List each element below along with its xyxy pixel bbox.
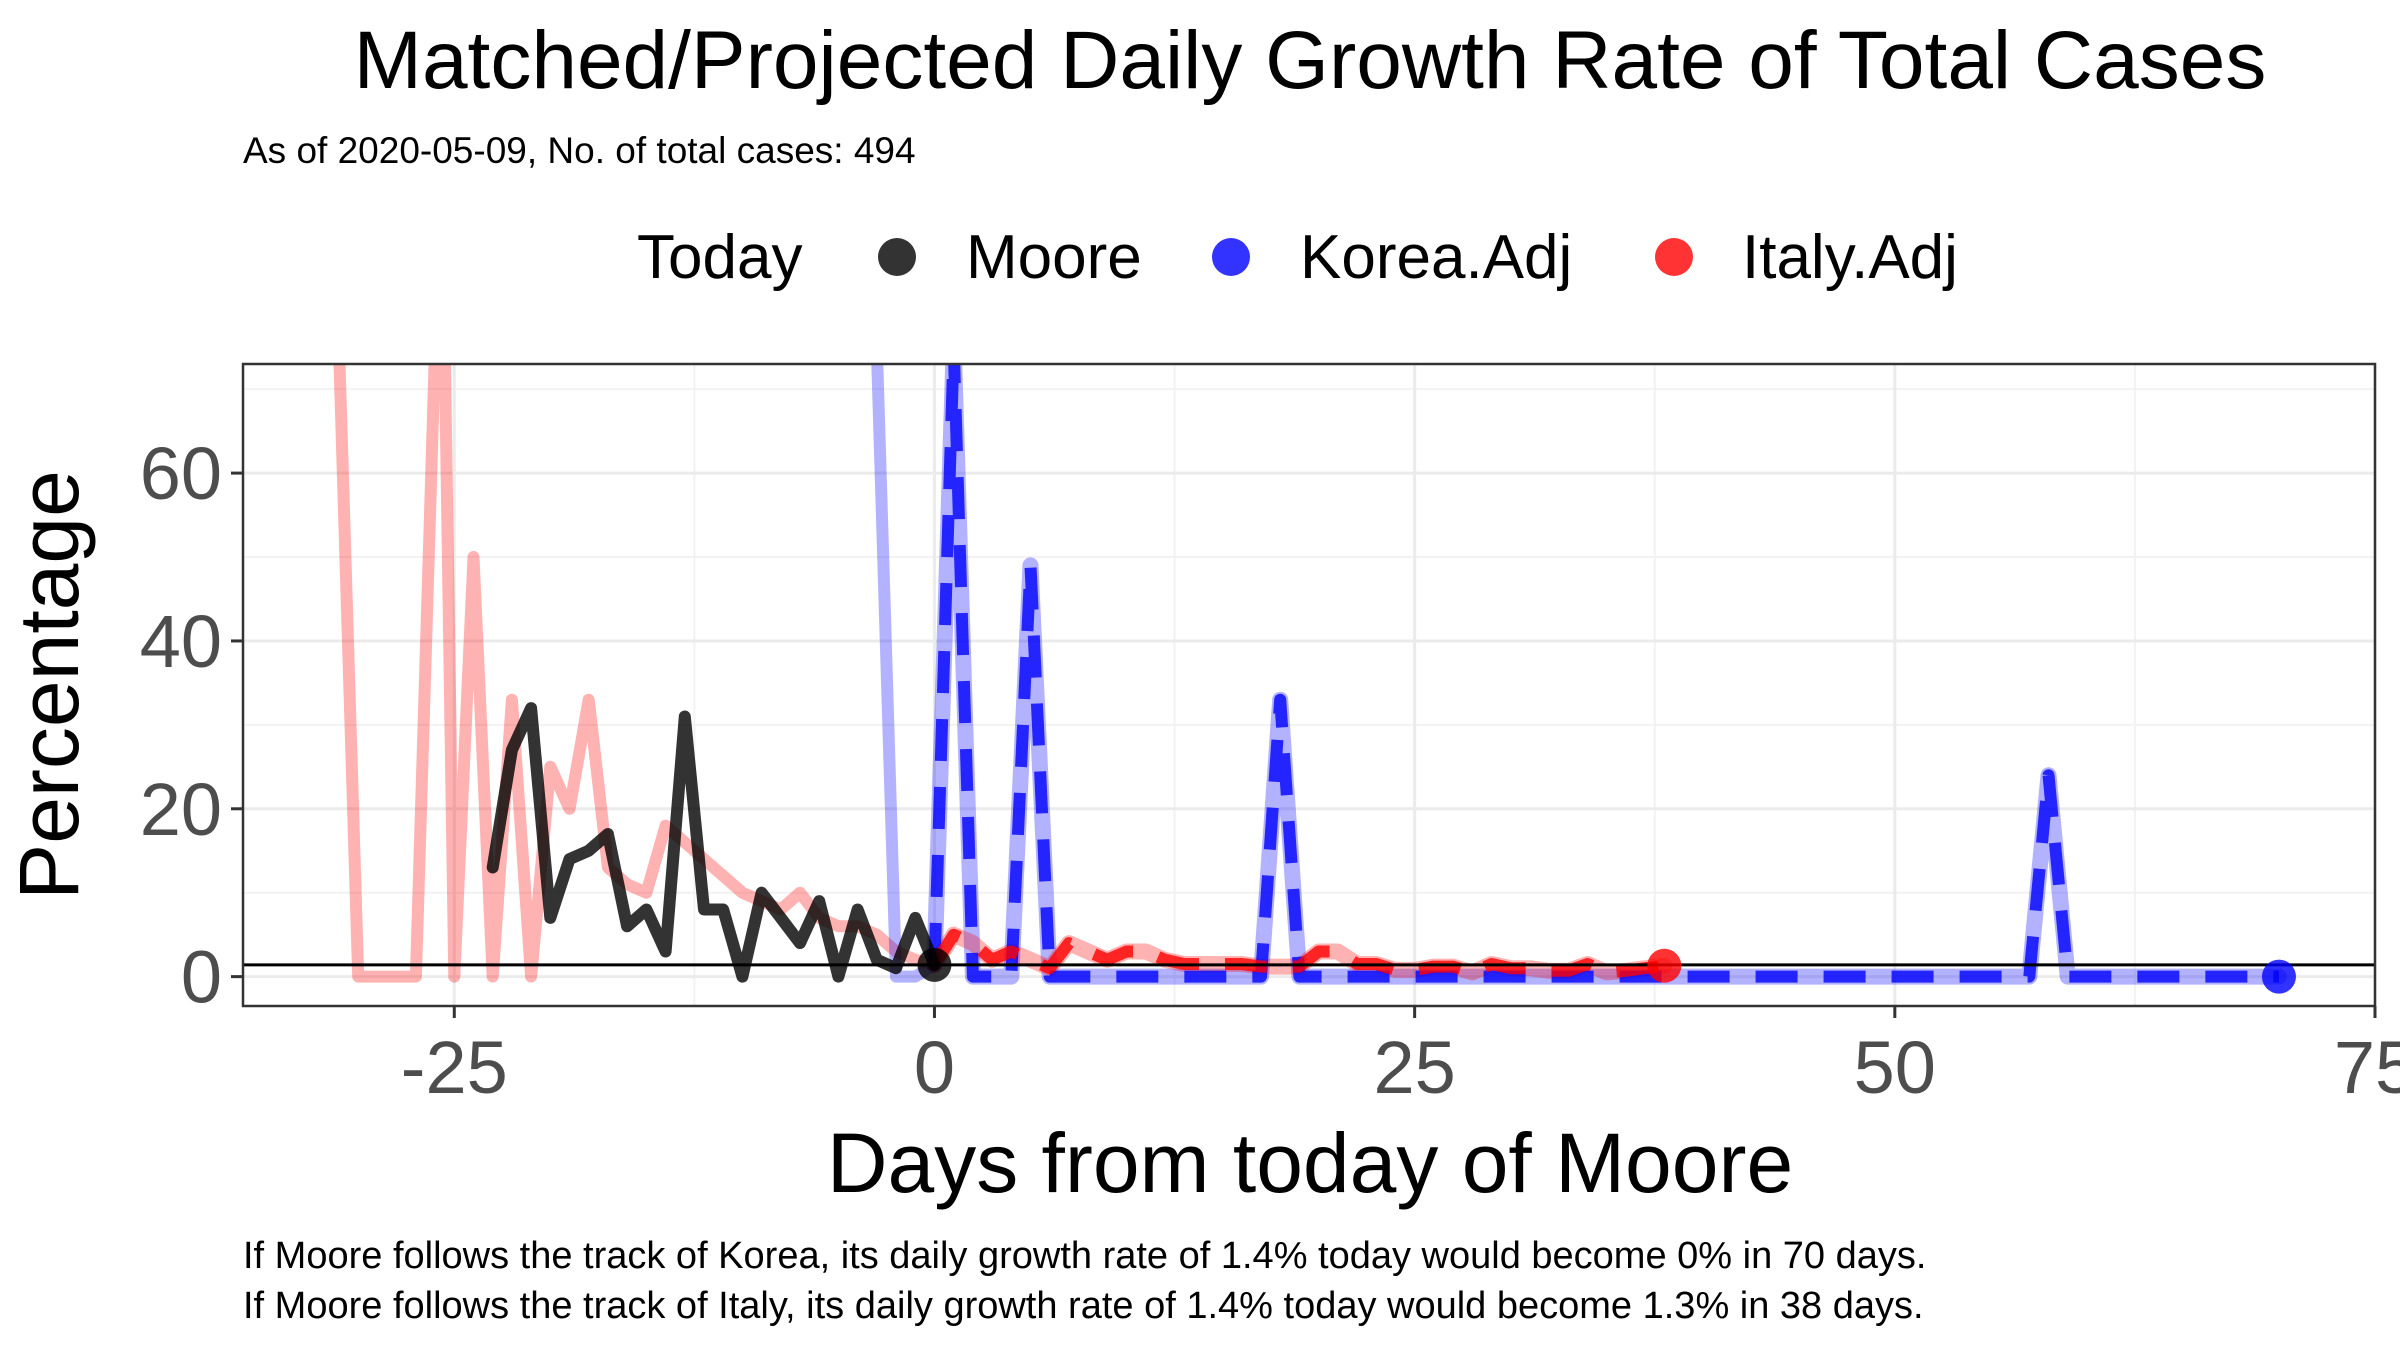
italy-end-point bbox=[1647, 948, 1682, 983]
axis-ticks: -25 0 25 50 75 0 20 40 60 bbox=[140, 432, 2400, 1109]
x-tick-label: 50 bbox=[1854, 1026, 1936, 1109]
x-tick-label: -25 bbox=[401, 1026, 508, 1109]
chart-title: Matched/Projected Daily Growth Rate of T… bbox=[354, 15, 2267, 106]
y-tick-label: 0 bbox=[181, 936, 222, 1019]
y-tick-label: 20 bbox=[140, 768, 222, 851]
plot-panel bbox=[243, 364, 2375, 1006]
x-axis-title: Days from today of Moore bbox=[827, 1116, 1793, 1210]
end-points bbox=[917, 947, 2296, 994]
legend-key-moore bbox=[878, 238, 916, 276]
footnote-korea: If Moore follows the track of Korea, its… bbox=[243, 1235, 1926, 1277]
footnote-italy: If Moore follows the track of Italy, its… bbox=[243, 1285, 1924, 1327]
korea-projected-line bbox=[928, 364, 2279, 983]
y-tick-label: 40 bbox=[140, 600, 222, 683]
y-axis-title: Percentage bbox=[2, 470, 96, 900]
legend-title: Today bbox=[637, 223, 802, 292]
legend: Today Moore Korea.Adj Italy.Adj bbox=[637, 223, 1958, 292]
legend-key-korea bbox=[1212, 238, 1250, 276]
chart-subtitle: As of 2020-05-09, No. of total cases: 49… bbox=[243, 130, 916, 171]
x-tick-label: 75 bbox=[2334, 1026, 2400, 1109]
italy-matched-line bbox=[333, 364, 941, 983]
korea-end-point bbox=[2261, 959, 2296, 994]
italy-projected-line bbox=[929, 928, 1666, 979]
legend-key-italy bbox=[1655, 238, 1693, 276]
legend-label-italy: Italy.Adj bbox=[1742, 223, 1958, 292]
legend-label-moore: Moore bbox=[966, 223, 1142, 292]
moore-line bbox=[486, 702, 941, 983]
y-tick-label: 60 bbox=[140, 432, 222, 515]
panel-border bbox=[241, 362, 2377, 1008]
x-tick-label: 25 bbox=[1373, 1026, 1455, 1109]
legend-label-korea: Korea.Adj bbox=[1300, 223, 1572, 292]
x-tick-label: 0 bbox=[914, 1026, 955, 1109]
moore-end-point bbox=[917, 947, 952, 982]
